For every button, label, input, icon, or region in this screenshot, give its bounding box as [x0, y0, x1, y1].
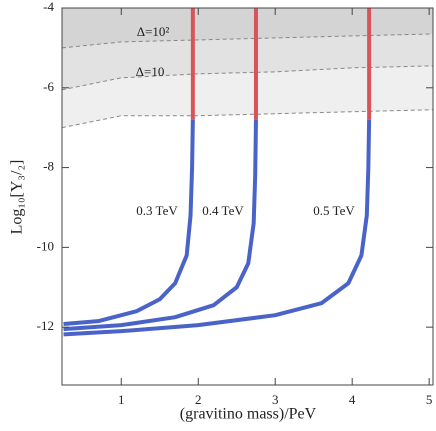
x-tick-label: 2: [195, 392, 202, 407]
x-axis-label: (gravitino mass)/PeV: [180, 406, 317, 423]
curve: [63, 119, 258, 332]
curve-label: 0.5 TeV: [313, 203, 355, 218]
x-tick-label: 4: [349, 392, 356, 407]
y-tick-label: -6: [43, 79, 54, 94]
band: [62, 8, 433, 48]
x-tick-label: 5: [426, 392, 433, 407]
x-tick-label: 3: [272, 392, 279, 407]
band-label: Δ=10: [136, 64, 165, 79]
band-boundary: [61, 33, 434, 49]
band-boundary: [61, 65, 434, 91]
y-tick-label: -12: [37, 318, 54, 333]
y-axis-label: Log₁₀[Y₃/₂]: [9, 160, 26, 235]
x-tick-label: 1: [118, 392, 125, 407]
y-tick-label: -10: [37, 238, 54, 253]
curve: [63, 119, 372, 337]
curve-label: 0.4 TeV: [202, 203, 244, 218]
plot-frame: [61, 7, 434, 386]
band-label: Δ=10²: [137, 24, 170, 39]
y-tick-label: -8: [43, 159, 54, 174]
band-boundary: [61, 109, 434, 129]
curve-label: 0.3 TeV: [136, 203, 178, 218]
curve: [63, 119, 195, 326]
y-tick-label: -4: [43, 0, 54, 14]
